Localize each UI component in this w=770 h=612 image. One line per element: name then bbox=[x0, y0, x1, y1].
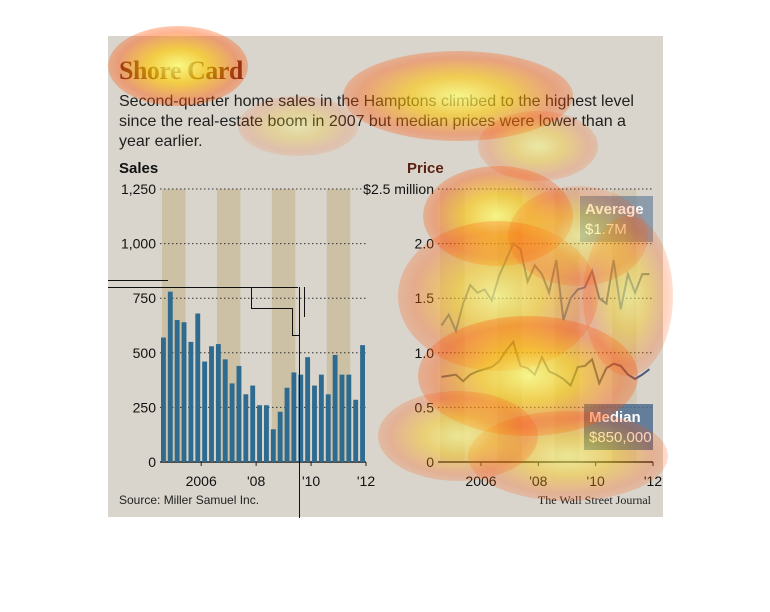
y-tick-label: 0 bbox=[426, 454, 434, 470]
sales-bar bbox=[277, 411, 283, 462]
sales-bar bbox=[305, 357, 311, 462]
sales-bar bbox=[222, 359, 228, 462]
average-label-value: $1.7M bbox=[585, 221, 627, 238]
average-label-name: Average bbox=[585, 201, 644, 218]
sales-bar bbox=[202, 361, 208, 462]
year-band bbox=[554, 189, 580, 462]
y-tick-label: 1.5 bbox=[415, 290, 435, 306]
sales-bar bbox=[339, 374, 345, 462]
median-label-value: $850,000 bbox=[589, 429, 652, 446]
y-tick-label: 0 bbox=[148, 454, 156, 470]
chart-title: Sales bbox=[119, 160, 158, 177]
sales-bar bbox=[346, 374, 352, 462]
sales-bar bbox=[264, 405, 269, 462]
y-tick-label: 1,000 bbox=[121, 236, 156, 252]
median-label-name: Median bbox=[589, 409, 641, 426]
sales-bar bbox=[236, 365, 242, 462]
sales-bar bbox=[270, 429, 276, 462]
sales-bar bbox=[257, 405, 262, 462]
sales-bar bbox=[161, 337, 166, 462]
y-tick-label: 1,250 bbox=[121, 181, 156, 197]
sales-bar bbox=[291, 372, 297, 462]
x-tick-label: '08 bbox=[529, 473, 547, 489]
x-tick-label: '10 bbox=[587, 473, 605, 489]
sales-bar bbox=[174, 320, 180, 462]
year-band bbox=[440, 189, 465, 462]
x-tick-label: 2006 bbox=[465, 473, 496, 489]
year-band bbox=[497, 189, 522, 462]
source-note: Source: Miller Samuel Inc. bbox=[119, 493, 260, 507]
y-tick-label: 0.5 bbox=[415, 399, 435, 415]
sales-bar bbox=[195, 313, 201, 462]
chart-title: Price bbox=[407, 160, 444, 177]
y-tick-label: 1.0 bbox=[415, 345, 435, 361]
sales-bar bbox=[312, 385, 317, 462]
sales-bar bbox=[209, 346, 214, 462]
sales-bar bbox=[250, 385, 256, 462]
charts-svg: 1,250 1,000 750 500 250 0 Sales 2006 '08 '10 '12 $2… bbox=[119, 160, 662, 489]
sales-bar bbox=[215, 344, 221, 462]
sales-bar bbox=[353, 399, 359, 462]
sales-bar bbox=[318, 374, 324, 462]
sales-bar bbox=[284, 387, 290, 462]
y-tick-label: 500 bbox=[133, 345, 157, 361]
publisher-credit: The Wall Street Journal bbox=[537, 493, 651, 507]
y-tick-label: $2.5 million bbox=[363, 181, 434, 197]
y-tick-label: 750 bbox=[133, 290, 157, 306]
sales-bar bbox=[243, 394, 249, 462]
y-tick-label: 250 bbox=[133, 399, 157, 415]
y-tick-label: 2.0 bbox=[415, 236, 435, 252]
sales-bar bbox=[167, 291, 173, 462]
x-tick-label: '08 bbox=[247, 473, 265, 489]
x-tick-label: '10 bbox=[302, 473, 320, 489]
sales-bar bbox=[325, 394, 331, 462]
sales-bar bbox=[332, 354, 338, 462]
chart-panel: Shore Card Second-quarter home sales in … bbox=[108, 36, 663, 517]
x-tick-label: '12 bbox=[644, 473, 662, 489]
sales-bar bbox=[360, 345, 365, 462]
sales-bar bbox=[229, 383, 235, 462]
x-tick-label: '12 bbox=[357, 473, 375, 489]
sales-bar bbox=[298, 374, 304, 462]
sales-bar bbox=[188, 341, 194, 462]
sales-bar bbox=[181, 322, 187, 462]
x-tick-label: 2006 bbox=[186, 473, 217, 489]
